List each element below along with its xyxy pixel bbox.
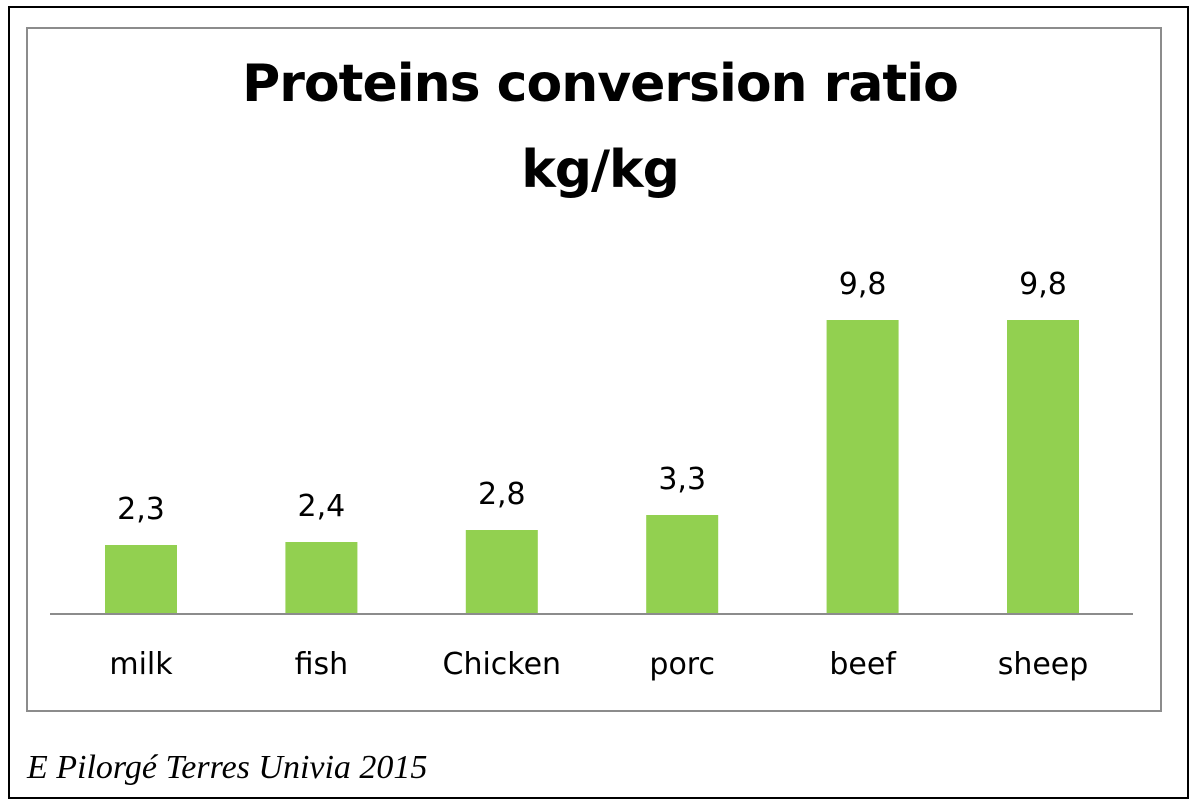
category-label: beef	[829, 647, 897, 682]
category-label: porc	[649, 647, 715, 682]
data-label: 3,3	[658, 462, 706, 497]
category-label: sheep	[998, 647, 1089, 682]
bar-fish	[285, 542, 358, 614]
bar-chicken	[465, 530, 538, 614]
category-label: Chicken	[443, 647, 562, 682]
category-label: fish	[295, 647, 349, 682]
bar-sheep	[1007, 320, 1079, 614]
data-label: 9,8	[839, 267, 887, 302]
data-label: 9,8	[1019, 267, 1067, 302]
chart-subtitle: kg/kg	[521, 140, 680, 200]
chart-title: Proteins conversion ratio	[242, 54, 959, 114]
bar-milk	[105, 545, 177, 614]
category-label: milk	[109, 647, 173, 682]
data-label: 2,3	[117, 492, 165, 527]
bar-beef	[826, 320, 899, 614]
data-label: 2,4	[298, 489, 346, 524]
data-label: 2,8	[478, 477, 526, 512]
source-credit: E Pilorgé Terres Univia 2015	[27, 749, 428, 786]
chart-frame	[26, 27, 1162, 712]
bar-porc	[646, 515, 719, 614]
